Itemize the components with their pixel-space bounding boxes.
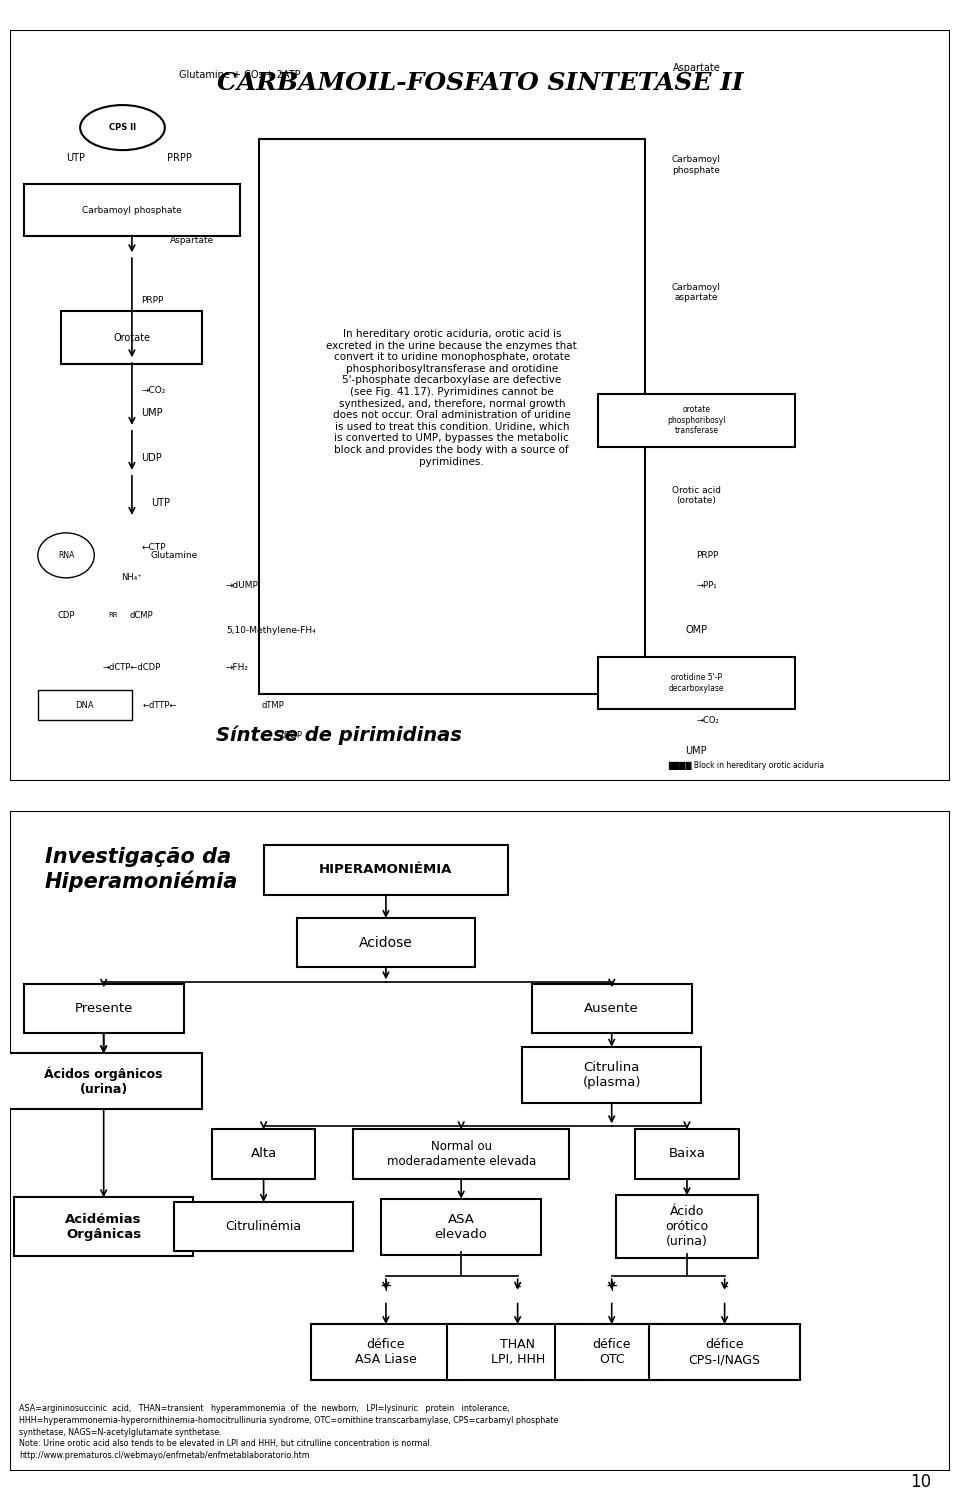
Text: Orotate: Orotate (113, 333, 151, 342)
Text: OMP: OMP (685, 626, 708, 635)
Text: Aspartate: Aspartate (673, 63, 720, 72)
Bar (37, 690, 132, 720)
Text: UMP: UMP (141, 408, 163, 417)
Text: Ácidos orgânicos
(urina): Ácidos orgânicos (urina) (44, 1067, 163, 1096)
FancyBboxPatch shape (10, 30, 950, 781)
Text: UDP: UDP (141, 453, 162, 462)
Text: Normal ou
moderadamente elevada: Normal ou moderadamente elevada (387, 1139, 536, 1168)
FancyBboxPatch shape (5, 1054, 203, 1109)
Text: défice
ASA Liase: défice ASA Liase (355, 1337, 417, 1366)
Text: ←dTTP←: ←dTTP← (143, 701, 178, 710)
FancyBboxPatch shape (264, 845, 508, 895)
FancyBboxPatch shape (532, 985, 691, 1033)
FancyBboxPatch shape (381, 1198, 541, 1255)
Text: défice
OTC: défice OTC (592, 1337, 631, 1366)
Text: CPS II: CPS II (108, 123, 136, 132)
Text: →CO₂: →CO₂ (696, 716, 719, 725)
FancyBboxPatch shape (14, 1196, 193, 1256)
Text: Orotic acid
(orotate): Orotic acid (orotate) (672, 486, 721, 504)
Text: PRPP: PRPP (141, 296, 164, 305)
Text: Baixa: Baixa (668, 1147, 706, 1160)
Text: dCMP: dCMP (130, 611, 154, 620)
Text: Citrulina
(plasma): Citrulina (plasma) (583, 1061, 641, 1088)
Text: Glutamine + CO₂ + 2ATP: Glutamine + CO₂ + 2ATP (179, 71, 300, 80)
Text: ASA=argininosuccinic  acid,   THAN=transient   hyperammonemia  of  the  newborn,: ASA=argininosuccinic acid, THAN=transien… (19, 1403, 510, 1412)
Text: Ausente: Ausente (585, 1003, 639, 1015)
Text: →dUMP: →dUMP (226, 581, 259, 590)
FancyBboxPatch shape (522, 1046, 701, 1103)
FancyBboxPatch shape (24, 183, 240, 236)
Text: →CO₂: →CO₂ (141, 386, 166, 395)
Text: Ácido
orótico
(urina): Ácido orótico (urina) (665, 1205, 708, 1249)
Ellipse shape (80, 105, 165, 150)
Text: défice
CPS-I/NAGS: défice CPS-I/NAGS (688, 1337, 760, 1366)
Text: →PP₁: →PP₁ (696, 581, 717, 590)
Text: RR: RR (108, 612, 118, 618)
Text: orotate
phosphoribosyl
transferase: orotate phosphoribosyl transferase (667, 405, 726, 435)
Text: Presente: Presente (75, 1003, 132, 1015)
Text: PRPP: PRPP (166, 153, 191, 162)
Text: PRPP: PRPP (696, 551, 719, 560)
Text: →FH₂: →FH₂ (226, 663, 249, 672)
Text: ←CTP: ←CTP (141, 543, 166, 552)
Text: Acidose: Acidose (359, 935, 413, 950)
Text: DNA: DNA (76, 701, 94, 710)
Text: Note: Urine orotic acid also tends to be elevated in LPI and HHH, but citrulline: Note: Urine orotic acid also tends to be… (19, 1439, 432, 1448)
FancyBboxPatch shape (212, 1129, 315, 1178)
Text: Aspartate: Aspartate (170, 236, 214, 245)
FancyBboxPatch shape (297, 917, 475, 967)
Text: +: + (606, 1279, 618, 1294)
FancyBboxPatch shape (597, 395, 795, 446)
Text: +: + (379, 1279, 393, 1294)
Text: Carbamoyl phosphate: Carbamoyl phosphate (82, 206, 181, 215)
Text: CARBAMOIL-FOSFATO SINTETASE II: CARBAMOIL-FOSFATO SINTETASE II (217, 71, 743, 95)
FancyBboxPatch shape (175, 1202, 353, 1252)
Text: http://www.prematuros.cl/webmayo/enfmetab/enfmetablaboratorio.htm: http://www.prematuros.cl/webmayo/enfmeta… (19, 1451, 310, 1460)
Text: 5,10-Methylene-FH₄: 5,10-Methylene-FH₄ (226, 626, 316, 635)
Text: ASA
elevado: ASA elevado (435, 1213, 488, 1241)
Text: UTP: UTP (151, 498, 170, 507)
Text: Acidémias
Orgânicas: Acidémias Orgânicas (65, 1213, 142, 1241)
Text: Síntese de pirimidinas: Síntese de pirimidinas (216, 726, 462, 744)
Text: synthetase, NAGS=N-acetylglutamate synthetase.: synthetase, NAGS=N-acetylglutamate synth… (19, 1427, 222, 1436)
Text: In hereditary orotic aciduria, orotic acid is
excreted in the urine because the : In hereditary orotic aciduria, orotic ac… (326, 329, 577, 467)
Text: -: - (515, 1279, 520, 1294)
Text: CDP: CDP (58, 611, 75, 620)
FancyBboxPatch shape (636, 1129, 738, 1178)
FancyBboxPatch shape (61, 312, 203, 363)
Text: Glutamine: Glutamine (151, 551, 198, 560)
Text: NH₄⁺: NH₄⁺ (122, 573, 142, 582)
Text: THAN
LPI, HHH: THAN LPI, HHH (491, 1337, 544, 1366)
Text: 10: 10 (910, 1474, 931, 1490)
FancyBboxPatch shape (10, 811, 950, 1471)
FancyBboxPatch shape (259, 138, 645, 693)
FancyBboxPatch shape (447, 1324, 588, 1381)
FancyBboxPatch shape (353, 1129, 569, 1178)
FancyBboxPatch shape (616, 1195, 757, 1258)
Text: -: - (722, 1279, 728, 1294)
Text: Investigação da
Hiperamoniémia: Investigação da Hiperamoniémia (44, 848, 238, 893)
Text: ████ Block in hereditary orotic aciduria: ████ Block in hereditary orotic aciduria (668, 761, 825, 770)
Text: HHH=hyperammonemia-hyperornithinemia-homocitrullinuria syndrome, OTC=ornithine t: HHH=hyperammonemia-hyperornithinemia-hom… (19, 1415, 559, 1424)
FancyBboxPatch shape (24, 985, 183, 1033)
Text: →dCTP←dCDP: →dCTP←dCDP (103, 663, 161, 672)
Text: dTMP: dTMP (262, 701, 284, 710)
Text: dTDP: dTDP (281, 731, 302, 740)
FancyBboxPatch shape (597, 657, 795, 708)
Text: Carbamoyl
phosphate: Carbamoyl phosphate (672, 156, 721, 174)
FancyBboxPatch shape (649, 1324, 800, 1381)
Text: Carbamoyl
aspartate: Carbamoyl aspartate (672, 284, 721, 302)
Text: UMP: UMP (685, 746, 708, 755)
Text: HIPERAMONIÉMIA: HIPERAMONIÉMIA (320, 863, 452, 877)
Text: Citrulinémia: Citrulinémia (226, 1220, 301, 1234)
FancyBboxPatch shape (311, 1324, 461, 1381)
Text: orotidine 5'-P
decarboxylase: orotidine 5'-P decarboxylase (668, 674, 724, 692)
Text: UTP: UTP (66, 153, 84, 162)
FancyBboxPatch shape (555, 1324, 668, 1381)
Text: Alta: Alta (251, 1147, 276, 1160)
Text: RNA: RNA (58, 551, 74, 560)
